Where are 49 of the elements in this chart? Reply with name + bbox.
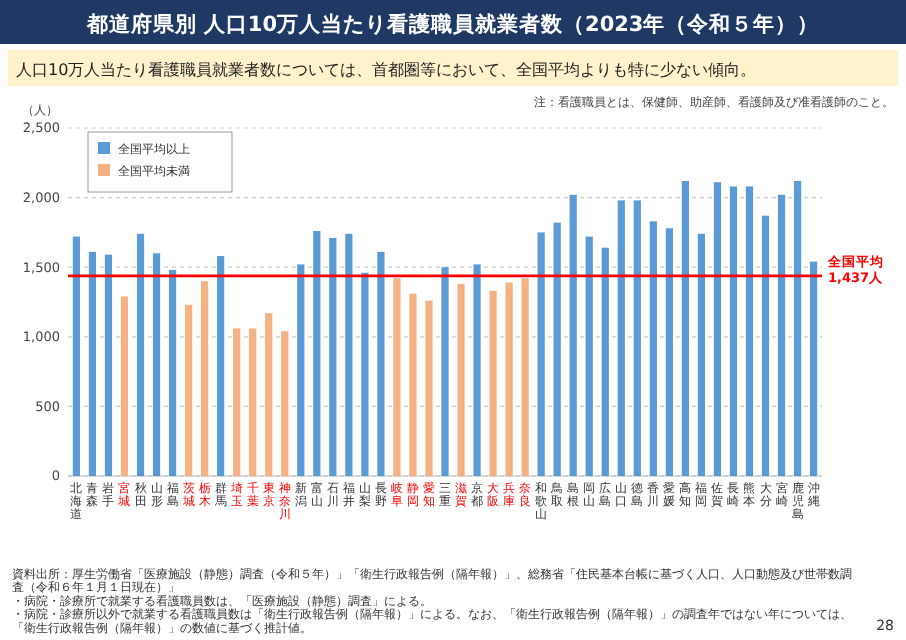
- bar: [521, 278, 529, 476]
- bar: [809, 261, 818, 476]
- bar: [361, 272, 369, 476]
- chart-title: 都道府県別 人口10万人当たり看護職員就業者数（2023年（令和５年））: [84, 11, 820, 37]
- bar: [233, 328, 241, 476]
- bar: [457, 283, 465, 476]
- bar: [585, 236, 593, 476]
- bar: [136, 233, 145, 476]
- bar: [473, 264, 481, 476]
- bar: [569, 194, 577, 476]
- bar: [745, 186, 754, 476]
- bar: [168, 269, 177, 476]
- bar: [265, 313, 273, 476]
- bar: [537, 232, 545, 476]
- bar: [505, 282, 513, 476]
- bar: [553, 222, 561, 476]
- bar: [377, 251, 385, 476]
- bar: [793, 180, 802, 476]
- bar: [104, 254, 113, 476]
- bar: [425, 300, 433, 476]
- bar: [217, 256, 225, 476]
- bar: [345, 233, 353, 476]
- bar: [313, 231, 321, 476]
- bar: [649, 221, 657, 476]
- bar: [152, 253, 161, 476]
- bar: [441, 267, 449, 476]
- bar: [297, 264, 305, 476]
- bar: [665, 228, 673, 476]
- bar: [184, 304, 193, 476]
- bar: [329, 237, 337, 476]
- bar: [713, 182, 722, 476]
- bar: [601, 247, 609, 476]
- bar: [393, 278, 401, 476]
- bar: [489, 290, 497, 476]
- bar: [249, 328, 257, 476]
- bar: [729, 186, 738, 476]
- bar: [201, 281, 209, 476]
- bar: [72, 236, 81, 476]
- bar: [761, 215, 770, 476]
- bar: [617, 200, 625, 476]
- bar: [88, 251, 97, 476]
- bar: [681, 180, 689, 476]
- bar: [120, 296, 129, 476]
- bar: [697, 233, 706, 476]
- bar: [633, 200, 641, 476]
- chart-subtitle: 人口10万人当たり看護職員就業者数については、首都圏等において、全国平均よりも特に少ない傾向。: [16, 61, 757, 79]
- bar: [777, 194, 786, 476]
- bar: [409, 293, 417, 476]
- bar: [281, 331, 289, 476]
